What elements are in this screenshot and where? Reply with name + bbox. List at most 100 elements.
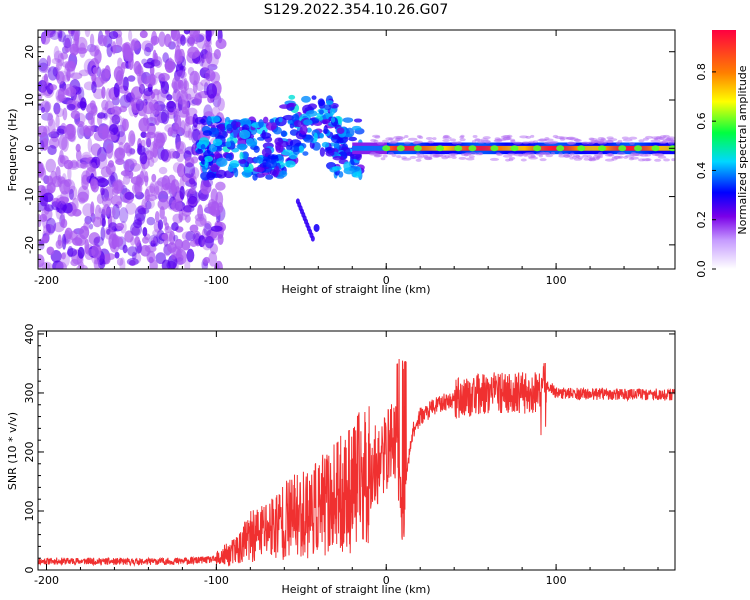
spectrogram-cell: [166, 242, 177, 253]
spectrogram-cell: [281, 149, 293, 156]
spectrogram-cell: [261, 129, 266, 140]
spectrogram-cell: [128, 148, 136, 155]
spectrogram-cell: [96, 112, 106, 119]
spectrogram-cell: [64, 61, 76, 72]
spectrogram-cell: [143, 175, 149, 183]
spectrogram-cell: [302, 151, 309, 156]
spectrogram-cell: [114, 147, 126, 160]
spectrogram-cell: [40, 106, 45, 114]
spectrogram-cell: [157, 190, 169, 203]
spectrogram-cell: [524, 152, 535, 156]
spectrogram-cell: [409, 155, 417, 159]
spectrogram-cell: [310, 235, 315, 242]
spectrogram-cell: [172, 150, 181, 159]
spectrogram-cell: [333, 141, 340, 150]
spectrogram-cell: [586, 155, 592, 159]
spectrogram-cell: [141, 58, 148, 65]
spectrogram-cell: [47, 144, 57, 156]
spectrogram-cell: [189, 239, 198, 248]
y-tick-label: 200: [23, 441, 36, 462]
spectrogram-cell: [443, 134, 450, 138]
spectrogram-cell: [178, 212, 188, 221]
spectrogram-cell: [88, 223, 94, 230]
spectrogram-cell: [592, 155, 601, 159]
spectrogram-cell: [238, 119, 250, 126]
spectrogram-cell: [108, 222, 118, 233]
spectrogram-cell: [166, 100, 176, 109]
spectrogram-cell: [60, 211, 66, 226]
spectrogram-cell: [495, 152, 501, 156]
spectrogram-cell: [404, 141, 411, 145]
spectrogram-cell: [124, 230, 134, 243]
spectrogram-cell: [175, 249, 187, 265]
spectrogram-cell: [493, 139, 503, 143]
spectrogram-cell: [104, 30, 110, 37]
spectrogram-cell: [122, 174, 131, 185]
spectrogram-cell: [332, 155, 344, 161]
spectrogram-cell: [332, 166, 342, 171]
spectrogram-cell: [180, 120, 186, 135]
spectrogram-cell: [598, 152, 603, 156]
spectrogram-cell: [322, 120, 328, 125]
spectrogram-cell: [177, 79, 184, 88]
spectrogram-cell: [67, 166, 72, 182]
colorbar-gradient: [712, 30, 736, 269]
spectrogram-cell: [119, 257, 126, 269]
spectrogram-cell: [124, 191, 135, 200]
spectrogram-cell: [155, 252, 166, 265]
spectrogram-cell: [507, 152, 516, 156]
spectrogram-marks: [38, 30, 675, 269]
spectrogram-cell: [173, 108, 180, 116]
spectrogram-cell: [131, 226, 141, 236]
spectrogram-cell: [543, 141, 554, 145]
spectrogram-cell: [435, 145, 444, 152]
spectrogram-cell: [541, 152, 551, 156]
spectrogram-cell: [127, 75, 136, 82]
spectrogram-cell: [171, 222, 179, 232]
spectrogram-cell: [186, 248, 195, 263]
spectrogram-cell: [140, 83, 145, 96]
spectrogram-cell: [279, 104, 291, 109]
spectrogram-cell: [252, 166, 265, 173]
spectrogram-cell: [218, 123, 225, 130]
spectrogram-cell: [305, 110, 318, 117]
spectrogram-cell: [238, 159, 247, 164]
spectrogram-cell: [284, 160, 296, 168]
spectrogram-cell: [200, 144, 206, 150]
spectrogram-cell: [253, 145, 260, 153]
spectrogram-cell: [53, 221, 65, 233]
spectrogram-cell: [127, 246, 138, 257]
spectrogram-cell: [532, 140, 538, 144]
spectrogram-cell: [179, 185, 185, 200]
spectrogram-cell: [144, 244, 157, 253]
spectrogram-cell: [558, 152, 563, 156]
spectrogram-cell: [319, 109, 324, 115]
spectrogram-cell: [203, 72, 211, 80]
spectrogram-cell: [64, 123, 76, 140]
spectrogram-cell: [38, 92, 43, 101]
y-tick-label: 300: [23, 382, 36, 403]
spectrogram-cell: [119, 105, 128, 113]
spectrogram-cell: [556, 145, 565, 152]
y-tick-label: 100: [23, 500, 36, 521]
spectrogram-cell: [116, 257, 124, 266]
spectrogram-cell: [289, 139, 302, 148]
spectrogram-cell: [199, 118, 206, 124]
spectrogram-cell: [530, 154, 536, 158]
spectrogram-cell: [184, 115, 190, 127]
spectrogram-cell: [175, 70, 187, 79]
spectrogram-cell: [90, 178, 99, 190]
spectrogram-cell: [459, 138, 466, 142]
spectrogram-cell: [46, 175, 54, 186]
spectrogram-cell: [301, 95, 311, 103]
spectrogram-cell: [581, 141, 590, 145]
colorbar-tick-label: 0.8: [695, 63, 708, 81]
spectrogram-cell: [154, 211, 160, 223]
spectrogram-cell: [215, 38, 227, 50]
spectrogram-cell: [382, 145, 391, 152]
spectrogram-cell: [489, 157, 500, 161]
y-tick-label: 0: [23, 567, 36, 574]
spectrogram-cell: [318, 99, 326, 110]
spectrogram-cell: [115, 158, 125, 165]
spectrogram-cell: [143, 46, 152, 57]
